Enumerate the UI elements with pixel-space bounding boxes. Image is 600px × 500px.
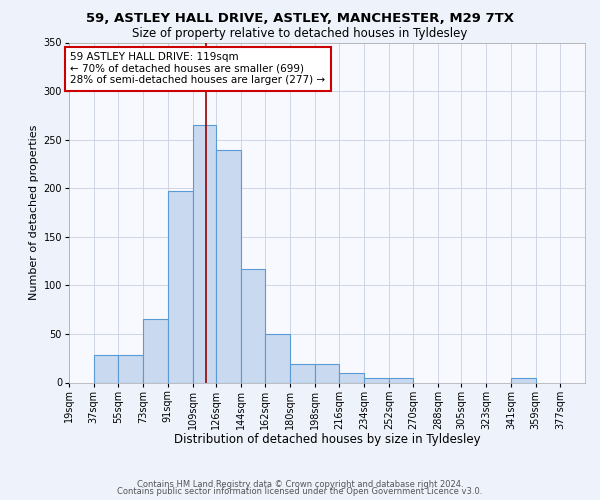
X-axis label: Distribution of detached houses by size in Tyldesley: Distribution of detached houses by size …: [173, 433, 481, 446]
Text: 59 ASTLEY HALL DRIVE: 119sqm
← 70% of detached houses are smaller (699)
28% of s: 59 ASTLEY HALL DRIVE: 119sqm ← 70% of de…: [70, 52, 325, 86]
Bar: [168, 191, 193, 382]
Bar: [143, 320, 168, 382]
Bar: [314, 364, 340, 382]
Bar: [265, 334, 290, 382]
Y-axis label: Number of detached properties: Number of detached properties: [29, 125, 39, 300]
Bar: [340, 373, 364, 382]
Bar: [290, 364, 314, 382]
Bar: [94, 356, 118, 382]
Bar: [216, 150, 241, 382]
Bar: [511, 378, 536, 382]
Bar: [389, 378, 413, 382]
Bar: [241, 269, 265, 382]
Text: Size of property relative to detached houses in Tyldesley: Size of property relative to detached ho…: [133, 28, 467, 40]
Text: Contains HM Land Registry data © Crown copyright and database right 2024.: Contains HM Land Registry data © Crown c…: [137, 480, 463, 489]
Bar: [364, 378, 389, 382]
Text: Contains public sector information licensed under the Open Government Licence v3: Contains public sector information licen…: [118, 487, 482, 496]
Bar: [193, 125, 216, 382]
Text: 59, ASTLEY HALL DRIVE, ASTLEY, MANCHESTER, M29 7TX: 59, ASTLEY HALL DRIVE, ASTLEY, MANCHESTE…: [86, 12, 514, 26]
Bar: [118, 356, 143, 382]
